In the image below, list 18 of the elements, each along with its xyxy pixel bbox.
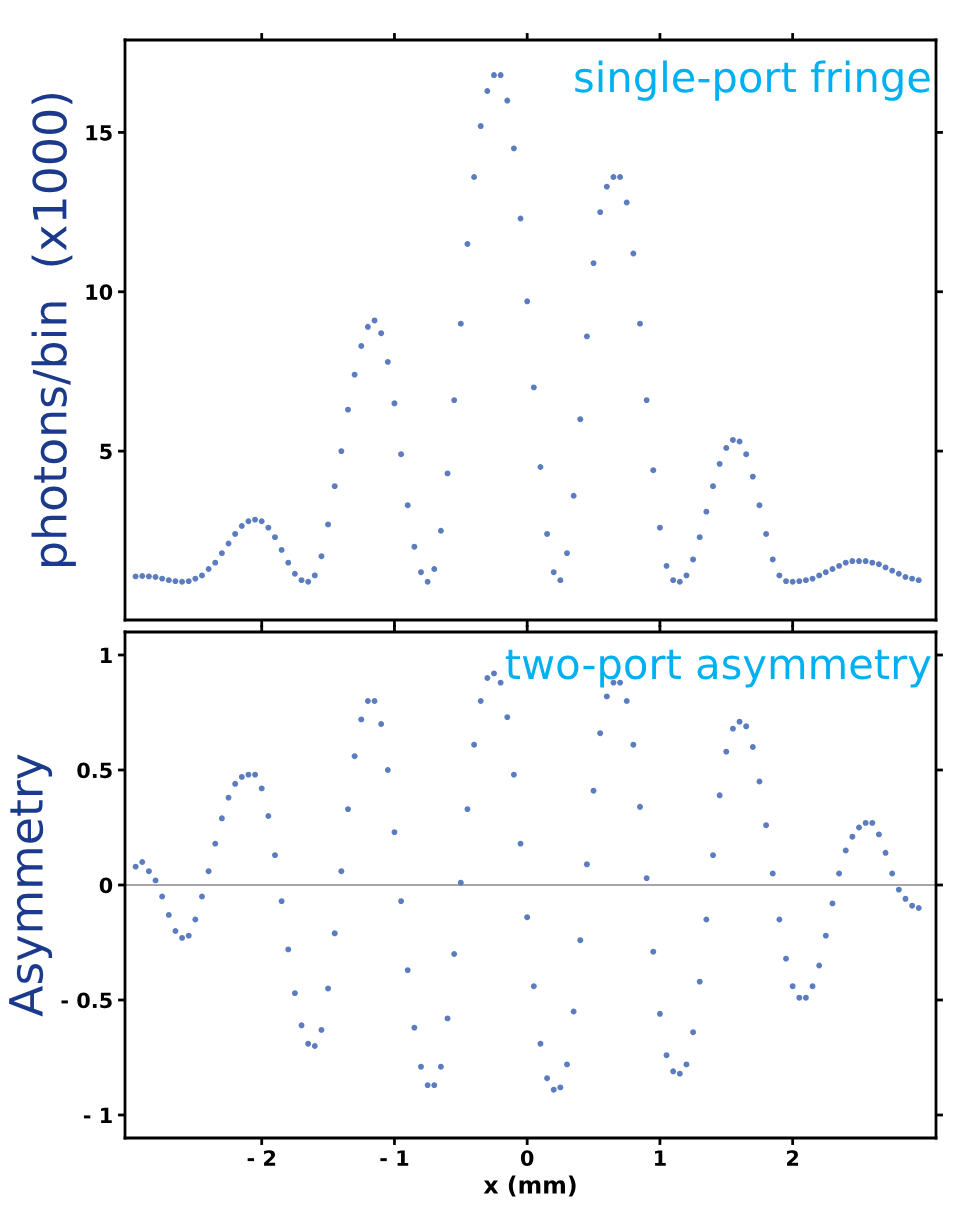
x-tick-label: - 2 — [247, 1150, 276, 1166]
y-axis-title: photons/bin (x1000) — [31, 93, 76, 566]
y-tick-label: - 1 — [83, 1107, 112, 1123]
y-tick-label: 1 — [101, 647, 112, 663]
y-tick-label: 0 — [99, 877, 113, 894]
x-tick-label: 0 — [520, 1150, 534, 1166]
x-axis-title: x (mm) — [483, 1175, 576, 1197]
y-axis-title: Asymmetry — [9, 754, 53, 1017]
y-tick-label: 15 — [86, 125, 112, 141]
x-tick-label: 2 — [787, 1150, 799, 1166]
x-tick-label: 1 — [655, 1150, 666, 1166]
annotation: single-port fringe — [575, 60, 930, 101]
y-tick-label: - 0.5 — [61, 992, 112, 1009]
y-tick-label: 10 — [86, 284, 113, 300]
annotation: two-port asymmetry — [505, 649, 931, 688]
y-tick-label: 0.5 — [77, 762, 112, 779]
y-tick-label: 5 — [100, 443, 112, 460]
x-tick-label: - 1 — [380, 1150, 409, 1166]
